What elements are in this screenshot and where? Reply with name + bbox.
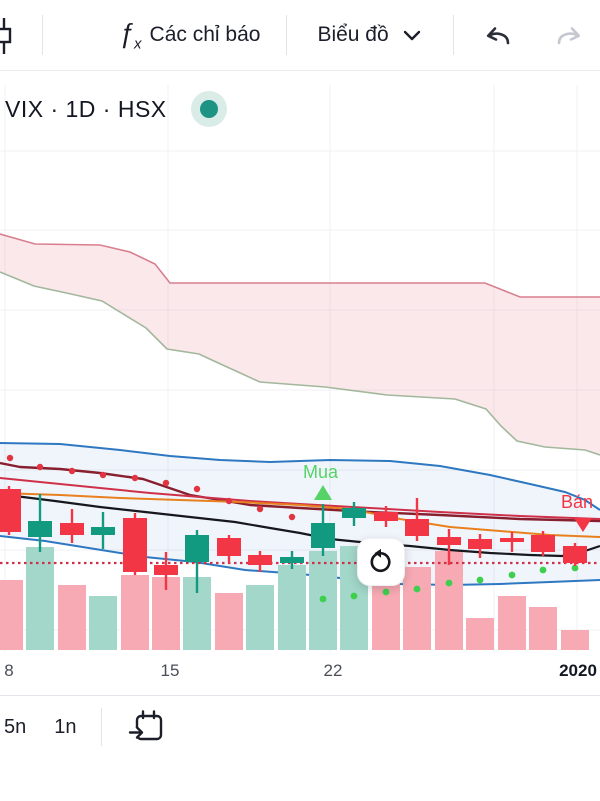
sar-dot-bullish [350,592,358,600]
fx-icon: ƒx [119,17,142,53]
indicator-status-dot [199,100,218,118]
candle-body [311,523,335,548]
sar-dot-bearish [36,463,44,471]
candle-body [154,565,178,575]
ichimoku-cloud [0,234,600,455]
volume-bar [89,596,117,650]
time-tick: 15 [160,661,180,680]
redo-icon [557,27,580,45]
cloud-bottom-line [0,271,600,456]
undo-button[interactable] [482,23,512,47]
volume-bar [246,585,274,650]
candle-body [280,557,304,563]
sar-dot-bearish [162,479,170,487]
chart-type-label: Biểu đồ [317,23,389,46]
symbol-legend[interactable]: VIX · 1D · HSX [5,91,227,127]
sar-dot-bearish [193,485,201,493]
cloud-top-line [0,233,600,298]
reset-chart-button[interactable] [357,538,405,586]
reload-icon [370,548,391,572]
range-button-5d[interactable]: 5n [0,716,40,739]
volume-bar [121,575,149,650]
ma-red [0,477,600,520]
time-tick: 8 [4,661,14,680]
ma-dark-red [0,461,600,523]
candle-body [468,539,492,549]
sar-dot-bullish [319,595,327,603]
buy-signal-label: Mua [303,462,339,482]
candle-body [374,512,398,521]
bottom-toolbar: 5n 1n [0,695,600,801]
candle-body [437,537,461,545]
indicator-status-halo[interactable] [190,91,227,127]
candle-style-button[interactable] [0,17,15,55]
volume-bar [215,593,243,650]
volume-bar [466,618,494,650]
volume-bar [0,580,23,650]
candle-body [248,555,272,565]
volume-bar [498,596,526,650]
candle-body [217,538,241,556]
buy-signal-triangle [314,485,332,500]
volume-bar [435,551,463,650]
sar-dot-bearish [68,467,76,475]
sar-dot-bearish [288,513,296,521]
sar-dot-bearish [256,505,264,513]
chevron-down-icon [403,30,420,40]
volume-bar [26,547,54,650]
candle-body [123,518,147,572]
candle-body [0,489,21,532]
candle-body [185,535,209,562]
goto-date-icon [128,710,162,741]
symbol-title: VIX · 1D · HSX [5,95,167,122]
sell-signal-triangle [574,518,592,532]
candle-body [60,523,84,535]
volume-bar [561,630,589,650]
time-axis[interactable]: 8 15 22 2020 [0,655,600,695]
ma-orange [0,492,600,538]
indicators-label: Các chỉ báo [149,22,261,46]
sar-dot-bullish [413,585,421,593]
volume-bar [58,585,86,650]
sar-dot-bearish [225,497,233,505]
candle-body [500,538,524,542]
bollinger-upper-line [0,442,600,511]
indicators-button[interactable]: ƒx Các chỉ báo [43,18,260,52]
sar-dot-bullish [476,576,484,584]
redo-button[interactable] [555,23,585,47]
undo-icon [486,27,509,45]
toolbar-divider [42,15,43,55]
candle-body [531,535,555,552]
chart-type-button[interactable]: Biểu đồ [317,23,420,47]
top-toolbar: ƒx Các chỉ báo Biểu đồ [0,0,600,71]
sar-dot-bearish [99,471,107,479]
toolbar-divider [100,708,102,746]
candle-body [405,519,429,536]
sar-dot-bullish [382,588,390,596]
sell-signal-label: Bán [561,492,594,512]
time-tick-year: 2020 [559,661,597,680]
toolbar-divider [452,15,454,55]
sar-dot-bullish [539,566,547,574]
goto-date-button[interactable] [128,710,164,744]
volume-bar [529,607,557,650]
time-tick: 22 [323,661,343,680]
candle-body [28,521,52,537]
candle-body [342,508,366,518]
candle-body [563,546,587,563]
candle-body [91,527,115,535]
sar-dot-bullish [445,579,453,587]
sar-dot-bearish [131,474,139,482]
volume-bar [403,567,431,650]
sar-dot-bullish [508,571,516,579]
toolbar-divider [286,15,288,55]
sar-dot-bullish [571,564,579,572]
candlestick-icon [0,18,12,54]
volume-bar [278,565,306,650]
range-button-1y[interactable]: 1n [40,716,90,739]
sar-dot-bearish [6,454,14,462]
